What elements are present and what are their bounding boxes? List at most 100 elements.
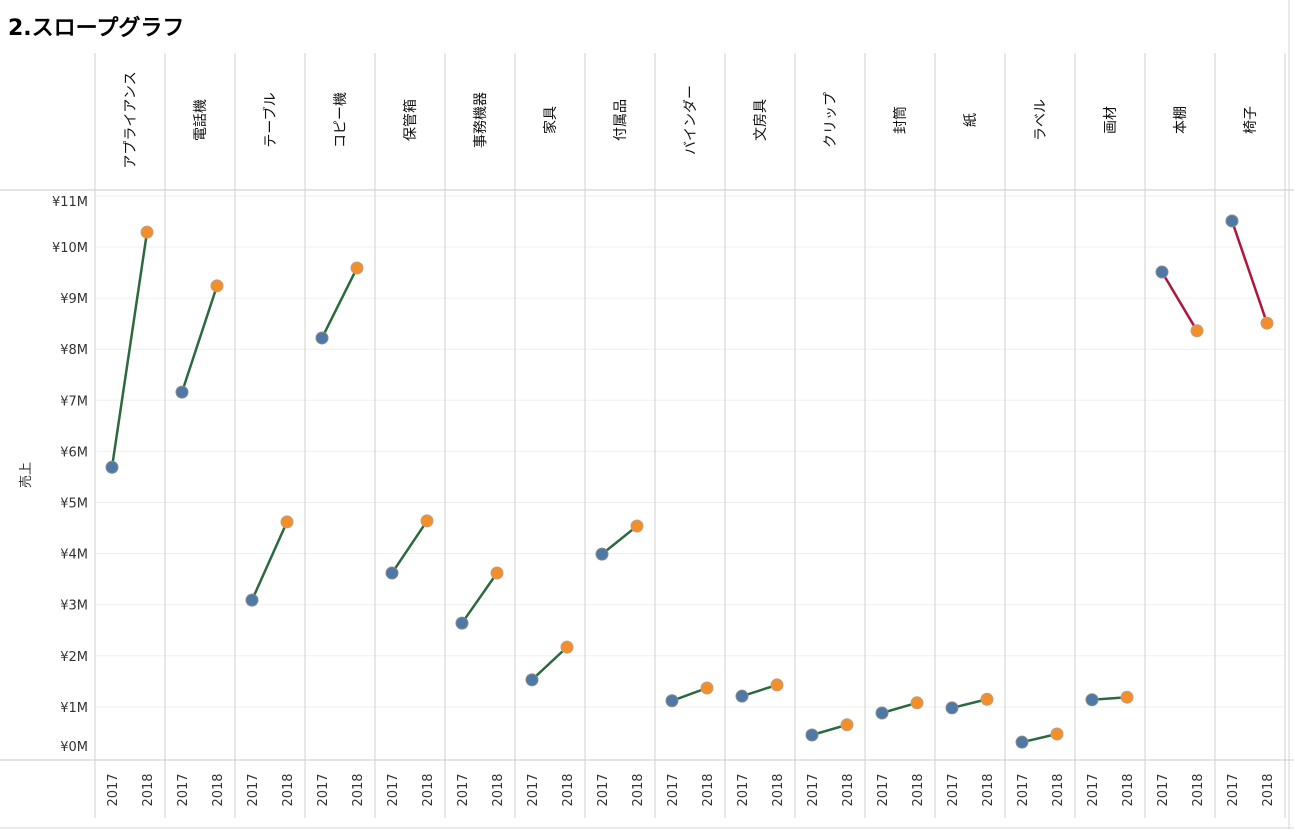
category-header: 本棚 [1173, 106, 1189, 134]
slope-line [460, 572, 499, 624]
point-2018 [840, 718, 854, 732]
x-tick-label: 2017 [946, 773, 961, 806]
point-2018 [700, 681, 714, 695]
category-header: テーブル [262, 92, 279, 147]
x-tick-label: 2017 [876, 773, 891, 806]
y-tick-label: ¥9M [60, 292, 88, 307]
point-2018 [1260, 316, 1274, 330]
x-tick-label: 2018 [421, 773, 436, 806]
x-tick-label: 2017 [526, 773, 541, 806]
slope-line [180, 285, 219, 393]
category-header: ラベル [1033, 99, 1049, 141]
x-tick-label: 2018 [911, 773, 926, 806]
x-tick-label: 2017 [386, 773, 401, 806]
point-2017 [875, 706, 889, 720]
x-tick-label: 2018 [631, 773, 646, 806]
chart-title: 2.スロープグラフ [8, 16, 185, 41]
category-header: バインダー [683, 85, 699, 155]
slope-line [1230, 220, 1269, 324]
x-tick-label: 2018 [1191, 773, 1206, 806]
y-tick-label: ¥11M [52, 195, 88, 210]
x-tick-label: 2018 [281, 773, 296, 806]
x-tick-label: 2017 [246, 773, 261, 806]
point-2017 [315, 331, 329, 345]
point-2018 [1050, 727, 1064, 741]
y-tick-label: ¥10M [52, 241, 88, 256]
x-tick-label: 2018 [771, 773, 786, 806]
x-tick-label: 2018 [211, 773, 226, 806]
x-tick-label: 2018 [561, 773, 576, 806]
point-2018 [490, 566, 504, 580]
point-2018 [350, 261, 364, 275]
x-tick-label: 2018 [491, 773, 506, 806]
x-tick-label: 2018 [1051, 773, 1066, 806]
y-tick-label: ¥3M [60, 599, 88, 614]
x-tick-label: 2017 [1016, 773, 1031, 806]
x-tick-label: 2017 [316, 773, 331, 806]
point-2018 [420, 514, 434, 528]
x-tick-label: 2017 [1156, 773, 1171, 806]
point-2017 [665, 694, 679, 708]
x-tick-label: 2017 [106, 773, 121, 806]
point-2018 [630, 519, 644, 533]
point-2017 [735, 689, 749, 703]
y-tick-label: ¥1M [60, 701, 88, 716]
x-tick-label: 2018 [1121, 773, 1136, 806]
point-2018 [770, 678, 784, 692]
point-2018 [210, 279, 224, 293]
point-2017 [1155, 265, 1169, 279]
point-2017 [385, 566, 399, 580]
x-tick-label: 2018 [351, 773, 366, 806]
y-axis-label: 売上 [18, 462, 34, 488]
category-header: アプライアンス [123, 71, 139, 168]
point-2017 [245, 593, 259, 607]
point-2017 [105, 460, 119, 474]
x-tick-label: 2017 [456, 773, 471, 806]
slope-line [390, 520, 429, 574]
category-header: 封筒 [892, 106, 909, 134]
x-tick-label: 2018 [701, 773, 716, 806]
point-2017 [595, 547, 609, 561]
x-tick-label: 2018 [1261, 773, 1276, 806]
point-2017 [805, 728, 819, 742]
category-header: コピー機 [333, 92, 349, 148]
point-2017 [1015, 735, 1029, 749]
slope-line [320, 267, 359, 339]
point-2017 [175, 385, 189, 399]
category-header: 椅子 [1243, 106, 1259, 134]
y-tick-label: ¥4M [60, 548, 88, 563]
category-header: 保管箱 [403, 99, 419, 141]
point-2018 [910, 696, 924, 710]
x-tick-label: 2017 [596, 773, 611, 806]
slope-line [531, 646, 568, 681]
point-2018 [980, 692, 994, 706]
y-tick-label: ¥2M [60, 650, 88, 665]
point-2018 [1190, 324, 1204, 338]
point-2018 [280, 515, 294, 529]
category-header: 画材 [1103, 106, 1119, 134]
category-header: クリップ [823, 92, 839, 148]
slope-line [1160, 271, 1199, 332]
category-header: 家具 [542, 106, 559, 134]
x-tick-label: 2017 [1226, 773, 1241, 806]
y-tick-label: ¥0M [60, 740, 88, 755]
x-tick-label: 2017 [666, 773, 681, 806]
x-tick-label: 2017 [176, 773, 191, 806]
category-header: 紙 [963, 113, 979, 127]
point-2017 [1225, 214, 1239, 228]
slope-line [601, 525, 638, 556]
y-tick-label: ¥6M [60, 445, 88, 460]
x-tick-label: 2017 [1086, 773, 1101, 806]
point-2018 [1120, 690, 1134, 704]
slope-line [110, 231, 149, 468]
x-tick-label: 2017 [736, 773, 751, 806]
category-header: 付属品 [613, 99, 629, 141]
point-2017 [945, 701, 959, 715]
point-2017 [525, 673, 539, 687]
x-tick-label: 2018 [141, 773, 156, 806]
y-tick-label: ¥5M [60, 497, 88, 512]
point-2017 [1085, 693, 1099, 707]
x-tick-label: 2018 [981, 773, 996, 806]
